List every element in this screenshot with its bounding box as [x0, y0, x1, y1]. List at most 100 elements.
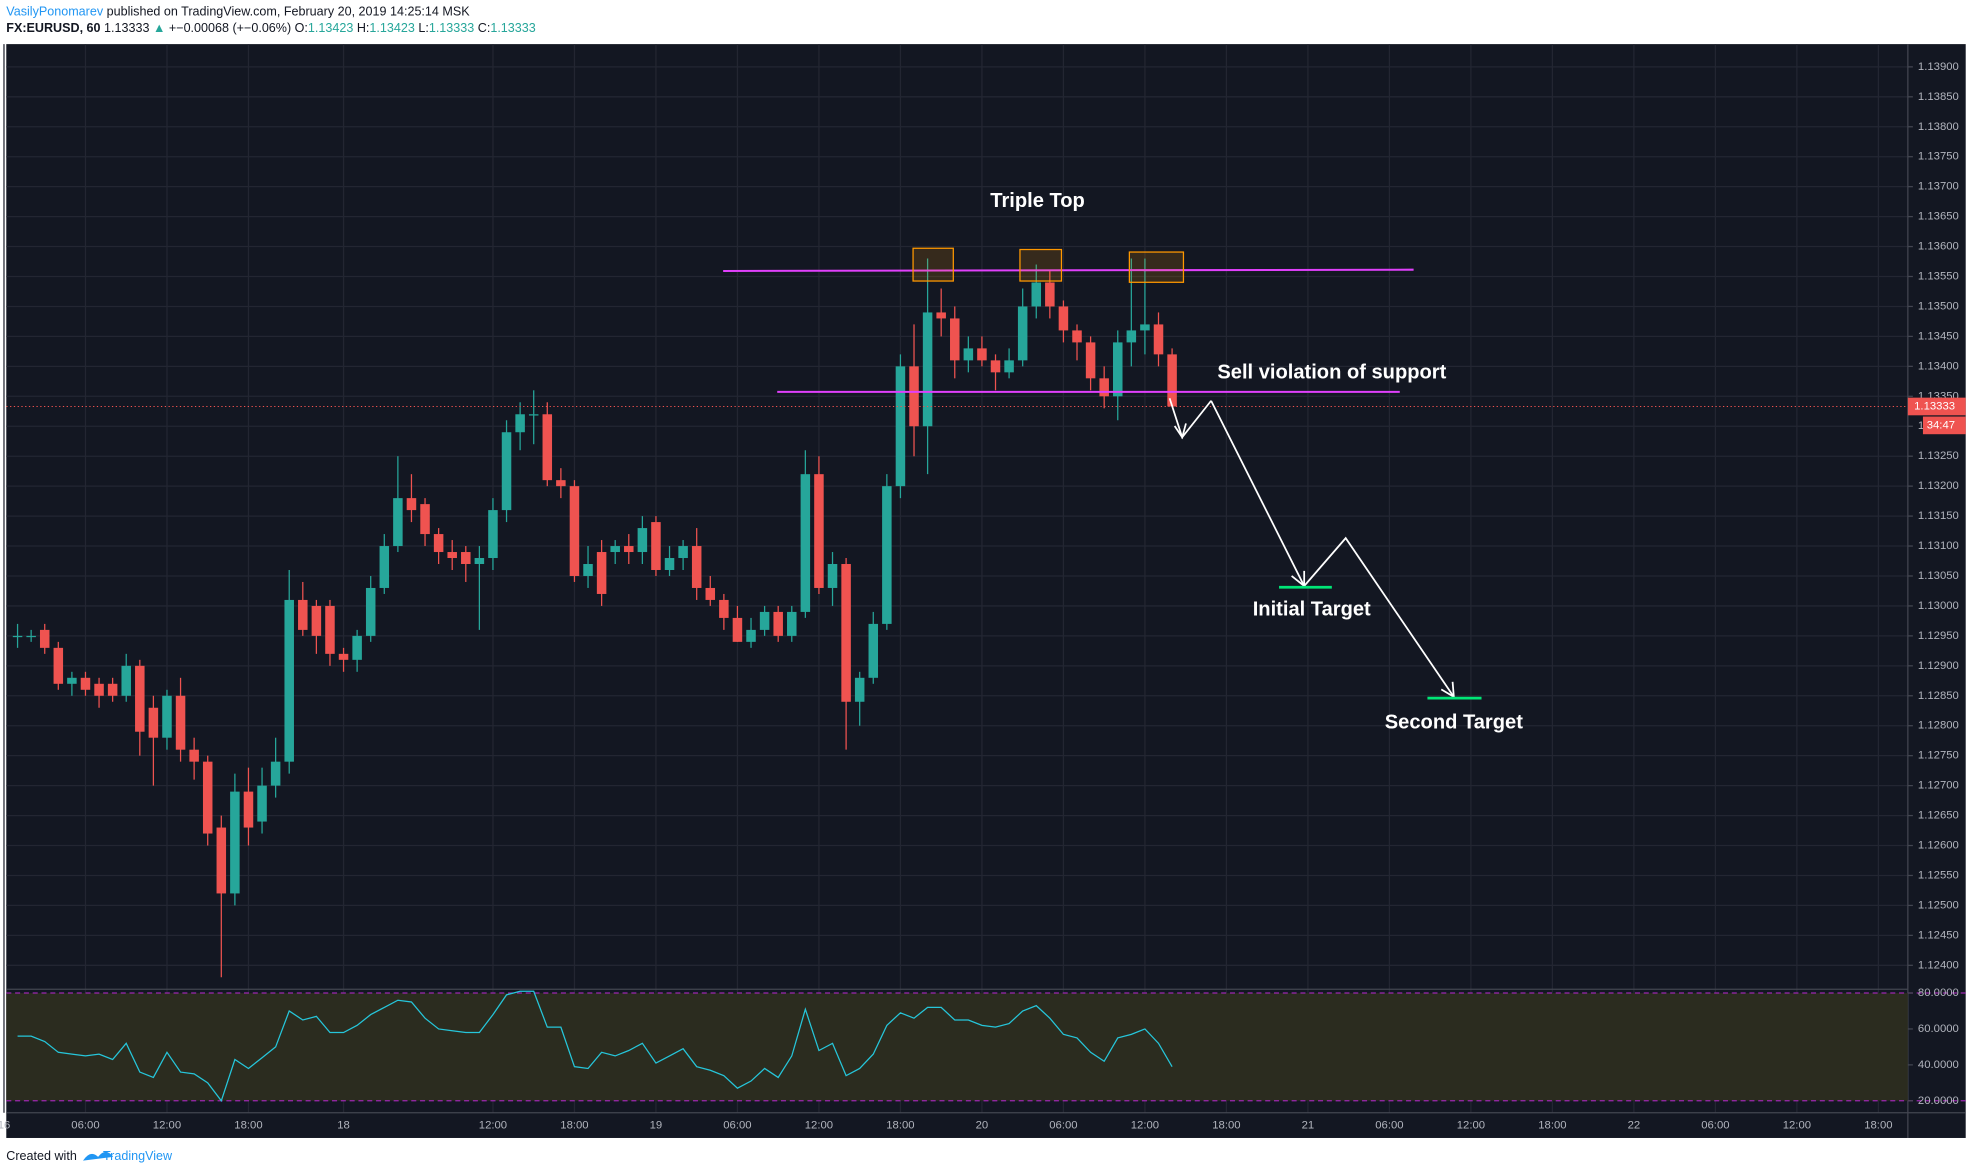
y-tick-label: 1.12550	[1918, 869, 1959, 881]
candle-body	[1085, 342, 1096, 379]
y-tick-label: 1.13700	[1918, 181, 1959, 193]
candle-body	[596, 552, 607, 594]
candle-body	[447, 552, 457, 559]
candle-body	[39, 629, 50, 648]
y-tick-label: 1.12600	[1918, 840, 1959, 852]
candle-body	[637, 528, 648, 553]
x-tick-label: 12:00	[153, 1119, 181, 1131]
c: 1.13333	[490, 21, 535, 35]
annotation: Sell violation of support	[1217, 361, 1446, 383]
x-tick-label: 18:00	[234, 1119, 262, 1131]
last-price-box	[1907, 397, 1966, 416]
candle-body	[189, 749, 199, 762]
candle-body	[1126, 330, 1137, 343]
rsi-pane	[6, 990, 1966, 1103]
candle-body	[488, 510, 498, 559]
resistance-line	[723, 268, 1414, 272]
axes: 16 06:00 12:00 18:00 18 12:00 18:00 19 06:00 12:0…	[0, 61, 1966, 1131]
c-label: C:	[478, 21, 491, 35]
footer: Created with TradingView	[6, 1149, 173, 1163]
candle-body	[148, 707, 159, 738]
x-tick-label: 06:00	[1049, 1119, 1077, 1131]
brand: TradingView	[103, 1149, 173, 1163]
y-tick-label: 1.13150	[1918, 510, 1959, 522]
x-tick-label: 21	[1302, 1119, 1315, 1131]
last-price-label: 1.13333	[1914, 400, 1955, 412]
arrow-head	[1173, 423, 1187, 440]
candle-body	[107, 683, 118, 696]
x-tick-label: 06:00	[723, 1119, 751, 1131]
rsi-band	[6, 993, 1908, 1101]
candle-body	[257, 785, 267, 822]
x-tick-label: 12:00	[1457, 1119, 1485, 1131]
change: +−0.00068 (+−0.06%)	[169, 21, 291, 35]
candle-body	[542, 414, 553, 481]
author: VasilyPonomarev	[6, 5, 104, 19]
y-tick-label: 1.12950	[1918, 630, 1959, 642]
y-tick-label: 1.13850	[1918, 91, 1959, 103]
y-tick-label: 1.13100	[1918, 540, 1959, 552]
y-tick-label: 1.13000	[1918, 600, 1959, 612]
candle-body	[135, 665, 145, 732]
candle-body	[270, 761, 281, 786]
x-tick-label: 12:00	[1131, 1119, 1159, 1131]
rsi-line	[17, 990, 1173, 1103]
candle-body	[936, 312, 946, 319]
candle-body	[691, 546, 702, 588]
candle-body	[950, 318, 960, 361]
x-tick-label: 18:00	[886, 1119, 914, 1131]
candle-body	[406, 498, 417, 511]
candle-body	[202, 761, 213, 834]
h-label: H:	[357, 21, 370, 35]
x-tick-label: 19	[650, 1119, 663, 1131]
top-box	[1128, 251, 1185, 283]
candle-body	[175, 695, 186, 750]
candle-body	[501, 432, 512, 511]
y-tick-label: 1.13600	[1918, 241, 1959, 253]
x-tick-label: 12:00	[805, 1119, 833, 1131]
candle-body	[12, 635, 23, 638]
candle-body	[162, 695, 172, 738]
logo	[83, 1151, 114, 1161]
y-tick-label: 1.13650	[1918, 211, 1959, 223]
candle-body	[379, 546, 390, 588]
x-tick-label: 12:00	[1783, 1119, 1811, 1131]
candle-body	[26, 635, 36, 638]
candles	[6, 258, 1908, 978]
y-tick-label: 1.12650	[1918, 810, 1959, 822]
candle-body	[854, 677, 865, 702]
candle-body	[1153, 324, 1164, 355]
candle-body	[230, 791, 240, 894]
path-arrow	[1210, 400, 1455, 698]
annotation: Second Target	[1385, 712, 1523, 734]
candle-body	[977, 348, 987, 361]
countdown-box	[1922, 416, 1966, 435]
candle-body	[433, 534, 444, 553]
x-tick-label: 06:00	[1701, 1119, 1729, 1131]
chart-bg	[6, 44, 1966, 1138]
x-tick-label: 12:00	[479, 1119, 507, 1131]
annotation: Triple Top	[990, 190, 1085, 212]
candle-body	[732, 617, 743, 642]
last: 1.13333	[104, 21, 149, 35]
candle-body	[759, 611, 770, 630]
countdown: 34:47	[1927, 419, 1955, 431]
x-tick-label: 18:00	[1212, 1119, 1240, 1131]
header: VasilyPonomarev published on TradingView…	[6, 5, 535, 35]
x-tick-label: 18:00	[560, 1119, 588, 1131]
y-tick-label: 20.0000	[1918, 1095, 1959, 1107]
candle-body	[882, 486, 892, 624]
y-tick-label: 40.0000	[1918, 1059, 1959, 1071]
y-tick-label: 1.12800	[1918, 720, 1959, 732]
candle-body	[990, 360, 1001, 373]
o-label: O:	[295, 21, 308, 35]
candle-body	[583, 564, 593, 576]
candle-body	[787, 611, 797, 636]
candle-body	[814, 474, 824, 588]
l: 1.13333	[429, 21, 474, 35]
y-tick-label: 1.12750	[1918, 750, 1959, 762]
candle-body	[909, 366, 919, 427]
candle-body	[1031, 282, 1042, 307]
